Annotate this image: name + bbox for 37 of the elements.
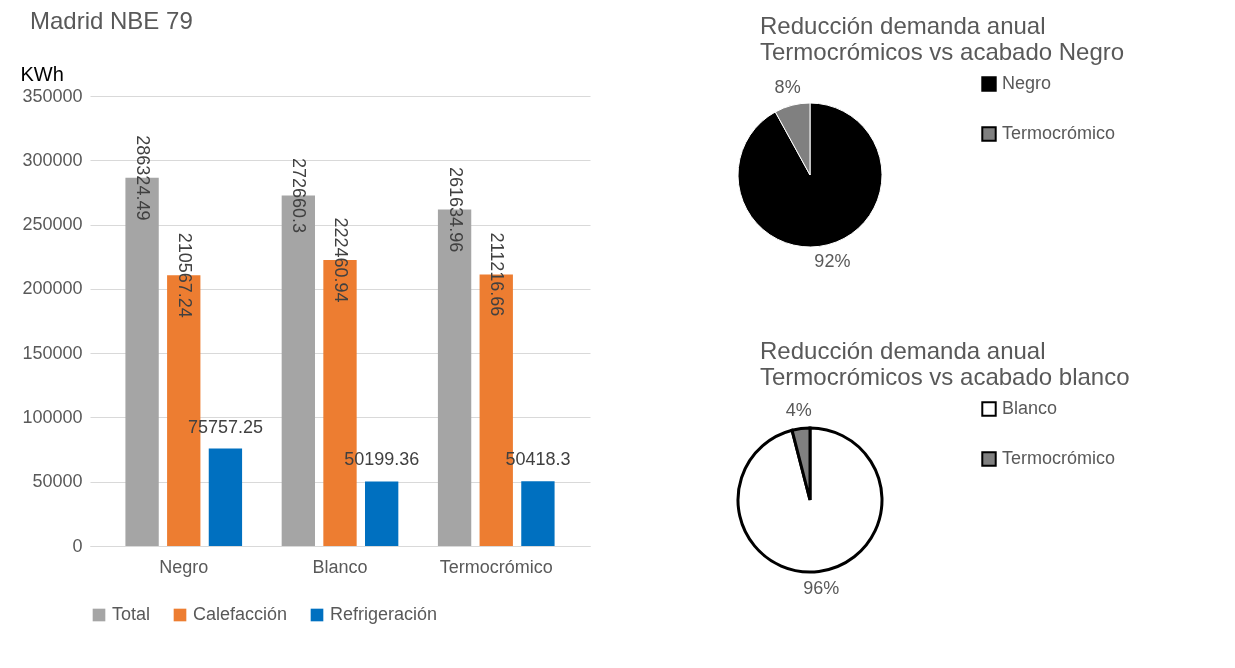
data-label: 222460.94 xyxy=(331,217,351,303)
bar xyxy=(208,448,243,546)
y-tick-label: 100000 xyxy=(22,406,83,427)
x-tick-label: Termocrómico xyxy=(439,556,553,577)
bar xyxy=(365,481,399,546)
legend-label: Total xyxy=(112,604,151,624)
pie-slice xyxy=(736,426,884,574)
data-label: 261634.96 xyxy=(445,167,466,253)
y-tick-label: 350000 xyxy=(22,85,83,106)
legend-label: Refrigeración xyxy=(330,604,438,624)
data-label: 96% xyxy=(803,578,840,599)
x-tick-label: Negro xyxy=(159,556,209,577)
data-label: 272660.3 xyxy=(289,157,310,233)
data-label: 8% xyxy=(774,76,801,97)
legend-label: Negro xyxy=(1002,73,1052,93)
data-label: 286324.49 xyxy=(133,135,154,221)
data-label: 211216.66 xyxy=(487,232,508,317)
data-label: 210567.24 xyxy=(174,232,195,318)
data-label: 4% xyxy=(785,399,812,420)
pie-slice xyxy=(737,102,883,248)
legend-label: Calefacción xyxy=(193,604,288,624)
chart-title: Madrid NBE 79 xyxy=(30,7,193,34)
bar xyxy=(521,481,555,546)
y-tick-label: 250000 xyxy=(22,214,83,235)
y-tick-label: 200000 xyxy=(22,278,83,299)
chart-title: Reducción demanda anual Termocrómicos vs acabado Negro xyxy=(760,12,1125,65)
y-tick-label: 150000 xyxy=(22,342,83,363)
x-tick-label: Blanco xyxy=(312,556,368,577)
y-tick-label: 300000 xyxy=(22,149,83,170)
y-tick-label: 50000 xyxy=(32,471,83,492)
chart-title: Reducción demanda anual Termocrómicos vs acabado blanco xyxy=(760,337,1130,390)
legend-label: Termocrómico xyxy=(1002,123,1116,143)
y-tick-label: 0 xyxy=(72,535,83,556)
y-axis-title: KWh xyxy=(20,62,64,85)
legend-label: Termocrómico xyxy=(1002,448,1116,468)
data-label: 92% xyxy=(814,251,851,272)
legend-label: Blanco xyxy=(1002,398,1058,418)
